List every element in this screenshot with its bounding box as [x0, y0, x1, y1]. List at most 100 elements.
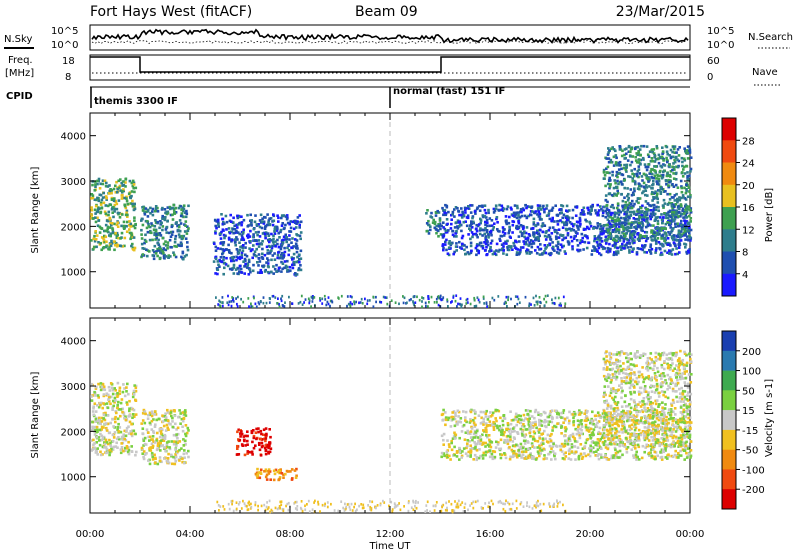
- data-cell: [473, 429, 477, 433]
- data-cell: [132, 236, 136, 239]
- data-cell: [277, 216, 280, 220]
- data-cell: [652, 196, 655, 199]
- data-cell: [685, 421, 689, 424]
- data-cell: [264, 231, 268, 234]
- data-cell: [586, 206, 589, 210]
- data-cell: [149, 206, 152, 210]
- data-cell: [636, 237, 640, 241]
- data-cell: [663, 414, 666, 417]
- data-cell: [649, 204, 653, 208]
- data-cell: [93, 446, 97, 450]
- ground-cell: [551, 301, 554, 305]
- data-cell: [613, 243, 616, 247]
- data-cell: [606, 182, 610, 186]
- data-cell: [525, 250, 528, 253]
- data-cell: [94, 420, 97, 423]
- data-cell: [447, 246, 451, 249]
- data-cell: [607, 157, 611, 160]
- data-cell: [546, 235, 549, 239]
- data-cell: [660, 448, 664, 452]
- data-cell: [184, 424, 188, 427]
- data-cell: [592, 428, 596, 431]
- data-cell: [536, 213, 539, 216]
- data-cell: [107, 213, 110, 217]
- data-cell: [617, 225, 621, 228]
- data-cell: [224, 263, 228, 266]
- data-cell: [590, 253, 594, 256]
- ground-cell: [221, 296, 224, 299]
- data-cell: [629, 147, 633, 151]
- data-cell: [651, 183, 654, 187]
- data-cell: [126, 215, 129, 218]
- data-cell: [537, 237, 540, 241]
- data-cell: [99, 211, 102, 214]
- data-cell: [471, 215, 475, 218]
- data-cell: [649, 235, 653, 239]
- data-cell: [568, 221, 572, 224]
- data-cell: [240, 234, 244, 237]
- data-cell: [224, 234, 227, 238]
- data-cell: [488, 250, 491, 253]
- data-cell: [116, 187, 119, 191]
- data-cell: [149, 423, 152, 426]
- data-cell: [264, 234, 267, 238]
- data-cell: [534, 249, 537, 252]
- data-cell: [156, 220, 159, 224]
- data-cell: [216, 268, 220, 271]
- data-cell: [678, 146, 681, 149]
- data-cell: [574, 427, 577, 431]
- data-cell: [589, 421, 592, 425]
- data-cell: [670, 454, 673, 458]
- data-cell: [644, 446, 647, 449]
- data-cell: [509, 435, 512, 438]
- data-cell: [664, 456, 668, 459]
- data-cell: [183, 211, 187, 214]
- data-cell: [169, 213, 173, 217]
- ground-cell: [450, 301, 452, 304]
- data-cell: [620, 236, 624, 239]
- data-cell: [668, 192, 672, 196]
- data-cell: [272, 237, 275, 241]
- data-cell: [599, 224, 603, 228]
- data-cell: [156, 242, 160, 245]
- data-cell: [105, 393, 108, 397]
- data-cell: [183, 410, 187, 413]
- data-cell: [498, 203, 501, 207]
- cpid-label: CPID: [6, 91, 33, 102]
- data-cell: [674, 215, 677, 219]
- data-cell: [238, 222, 241, 225]
- ground-cell: [385, 296, 388, 299]
- data-cell: [450, 218, 453, 221]
- data-cell: [670, 211, 674, 214]
- data-cell: [293, 469, 297, 472]
- data-cell: [607, 248, 610, 251]
- data-cell: [607, 147, 610, 150]
- data-cell: [638, 215, 642, 219]
- data-cell: [543, 429, 546, 433]
- data-cell: [156, 210, 160, 213]
- data-cell: [615, 170, 619, 174]
- data-cell: [636, 187, 640, 190]
- data-cell: [632, 174, 636, 178]
- data-cell: [119, 448, 123, 451]
- data-cell: [212, 260, 216, 263]
- data-cell: [491, 414, 494, 417]
- data-cell: [662, 227, 666, 230]
- data-cell: [289, 230, 293, 233]
- data-cell: [254, 231, 258, 234]
- data-cell: [652, 148, 656, 151]
- data-cell: [429, 215, 432, 218]
- data-cell: [256, 271, 260, 274]
- data-cell: [615, 239, 618, 243]
- data-cell: [681, 209, 684, 212]
- ground-cell: [491, 296, 494, 300]
- data-cell: [567, 457, 571, 460]
- data-cell: [103, 234, 106, 238]
- data-cell: [625, 152, 628, 156]
- data-cell: [216, 247, 220, 250]
- data-cell: [464, 416, 467, 419]
- data-cell: [625, 163, 629, 167]
- data-cell: [443, 211, 446, 214]
- data-cell: [656, 192, 659, 195]
- data-cell: [132, 181, 136, 185]
